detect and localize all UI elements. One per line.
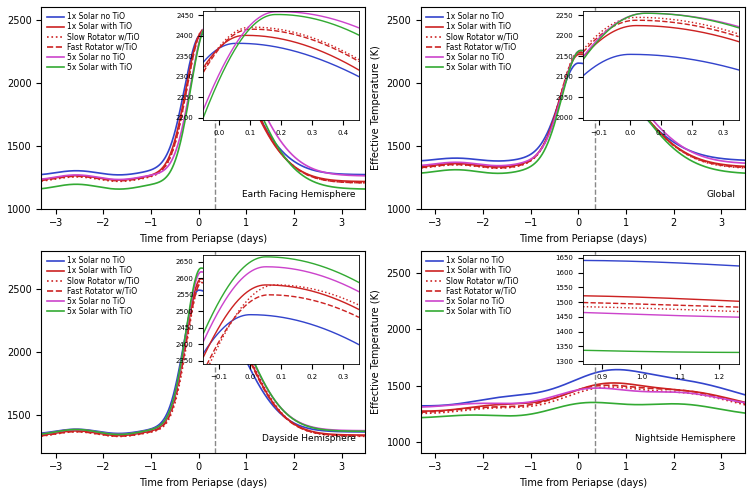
Text: Global: Global <box>706 190 735 198</box>
Legend: 1x Solar no TiO, 1x Solar with TiO, Slow Rotator w/TiO, Fast Rotator w/TiO, 5x S: 1x Solar no TiO, 1x Solar with TiO, Slow… <box>425 255 520 318</box>
X-axis label: Time from Periapse (days): Time from Periapse (days) <box>519 478 647 488</box>
Legend: 1x Solar no TiO, 1x Solar with TiO, Slow Rotator w/TiO, Fast Rotator w/TiO, 5x S: 1x Solar no TiO, 1x Solar with TiO, Slow… <box>45 255 141 318</box>
X-axis label: Time from Periapse (days): Time from Periapse (days) <box>139 234 268 244</box>
X-axis label: Time from Periapse (days): Time from Periapse (days) <box>519 234 647 244</box>
Text: Dayside Hemisphere: Dayside Hemisphere <box>262 434 356 443</box>
Y-axis label: Effective Temperature (K): Effective Temperature (K) <box>371 46 381 170</box>
Text: Nightside Hemisphere: Nightside Hemisphere <box>635 434 735 443</box>
Legend: 1x Solar no TiO, 1x Solar with TiO, Slow Rotator w/TiO, Fast Rotator w/TiO, 5x S: 1x Solar no TiO, 1x Solar with TiO, Slow… <box>425 11 520 74</box>
Text: Earth Facing Hemisphere: Earth Facing Hemisphere <box>242 190 356 198</box>
Y-axis label: Effective Temperature (K): Effective Temperature (K) <box>371 290 381 414</box>
Legend: 1x Solar no TiO, 1x Solar with TiO, Slow Rotator w/TiO, Fast Rotator w/TiO, 5x S: 1x Solar no TiO, 1x Solar with TiO, Slow… <box>45 11 141 74</box>
X-axis label: Time from Periapse (days): Time from Periapse (days) <box>139 478 268 488</box>
